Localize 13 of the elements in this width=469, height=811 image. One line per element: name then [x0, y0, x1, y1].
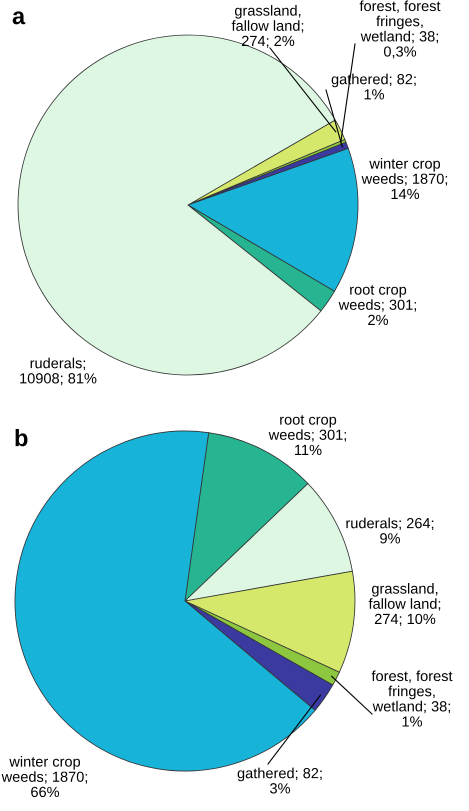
slice-label: grassland, fallow land; 274; 2% [232, 5, 304, 48]
slice-label: winter crop weeds; 1870; 14% [362, 158, 448, 200]
slice-label: gathered; 82; 3% [238, 768, 322, 794]
slice-label: forest, forest fringes, wetland; 38; 1% [372, 670, 452, 727]
slice-label: forest, forest fringes, wetland; 38; 0,3% [360, 0, 440, 58]
slice-label: grassland, fallow land; 274; 10% [368, 583, 440, 626]
chart-title: a [12, 11, 26, 24]
slice-label: root crop weeds; 301; 2% [338, 285, 416, 326]
slice-label: winter crop weeds; 1870; 66% [2, 756, 88, 798]
slice-label: ruderals; 10908; 81% [20, 358, 96, 386]
chart-title: b [16, 428, 28, 446]
slice-label: ruderals; 264; 9% [346, 518, 434, 544]
slice-label: root crop weeds; 301; 11% [268, 415, 346, 456]
